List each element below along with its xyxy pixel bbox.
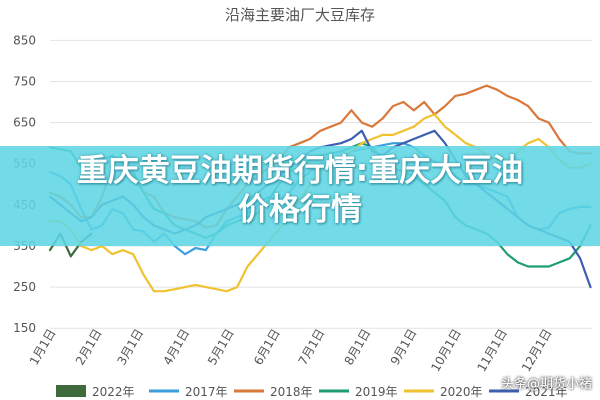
x-tick-label: 12月1日 xyxy=(519,327,555,375)
headline-banner xyxy=(0,146,600,246)
headline-line-2: 价格行情 xyxy=(238,192,362,228)
x-tick-label: 6月1日 xyxy=(251,327,283,368)
headline: 重庆黄豆油期货行情:重庆大豆油 价格行情 xyxy=(0,152,600,230)
x-tick-label: 3月1日 xyxy=(114,327,146,368)
x-tick-label: 7月1日 xyxy=(296,327,328,368)
legend-swatch xyxy=(56,385,86,397)
legend-label: 2022年 xyxy=(92,385,135,399)
x-tick-label: 2月1日 xyxy=(73,327,105,368)
legend-label: 2018年 xyxy=(270,385,313,399)
x-axis-labels: 1月1日 2月1日 3月1日 4月1日 5月1日 6月1日 7月1日 8月1日 9月1日 10月1… xyxy=(27,327,555,375)
legend-label: 2020年 xyxy=(440,385,483,399)
x-tick-label: 5月1日 xyxy=(205,327,237,368)
x-tick-label: 8月1日 xyxy=(342,327,374,368)
x-tick-label: 10月1日 xyxy=(428,327,464,375)
y-tick-label: 150 xyxy=(13,321,36,335)
x-tick-label: 4月1日 xyxy=(160,327,192,368)
legend-label: 2021年 xyxy=(525,385,568,399)
x-tick-label: 11月1日 xyxy=(474,327,510,375)
legend-label: 2019年 xyxy=(355,385,398,399)
y-tick-label: 250 xyxy=(13,280,36,294)
legend: 2022年 2017年 2018年 2019年 2020年 2021年 xyxy=(56,385,568,399)
chart-title: 沿海主要油厂大豆库存 xyxy=(225,6,375,24)
y-tick-label: 750 xyxy=(13,74,36,88)
watermark: 头条@期货小褚 xyxy=(500,377,592,392)
legend-label: 2017年 xyxy=(185,385,228,399)
headline-line-1: 重庆黄豆油期货行情:重庆大豆油 xyxy=(76,153,524,189)
x-tick-label: 9月1日 xyxy=(388,327,420,368)
y-tick-label: 850 xyxy=(13,33,36,47)
y-tick-label: 650 xyxy=(13,116,36,130)
